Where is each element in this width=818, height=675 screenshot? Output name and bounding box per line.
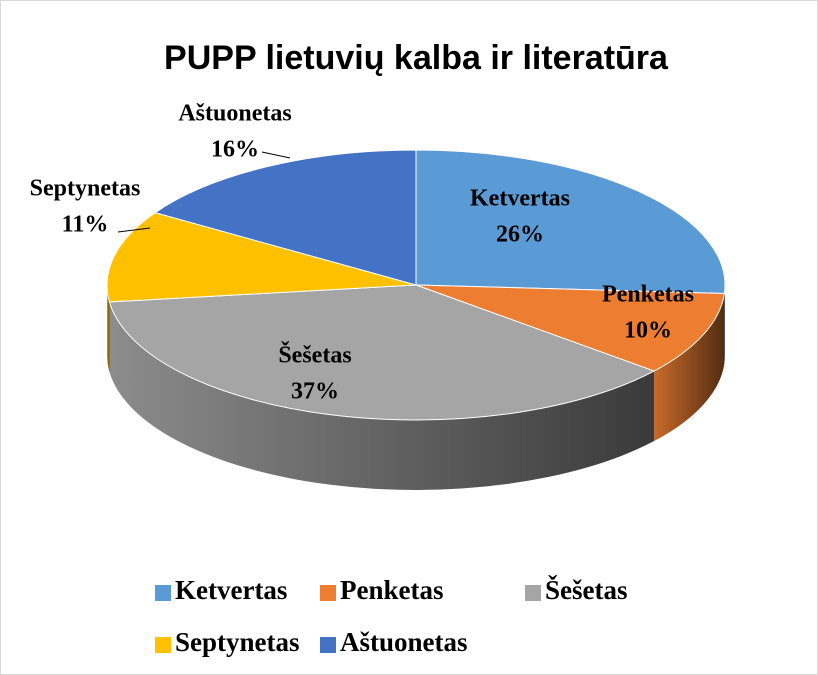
legend-label: Penketas xyxy=(340,575,444,605)
data-label-value: 16% xyxy=(211,137,259,163)
data-label-name: Septynetas xyxy=(30,176,141,202)
data-label-value: 10% xyxy=(624,318,672,344)
legend-label: Šešetas xyxy=(545,575,628,605)
legend-swatch xyxy=(320,585,336,601)
legend-swatch xyxy=(320,637,336,653)
slice-side xyxy=(109,301,655,490)
legend-label: Septynetas xyxy=(175,627,300,657)
slice xyxy=(106,212,417,303)
data-label-value: 37% xyxy=(291,379,339,405)
legend-label: Aštuonetas xyxy=(340,627,468,657)
slice xyxy=(153,149,417,286)
legend-label: Ketvertas xyxy=(175,575,287,605)
leader-line xyxy=(117,227,151,233)
slice-side xyxy=(654,293,725,442)
data-label-name: Ketvertas xyxy=(470,186,570,212)
slice-side xyxy=(724,285,725,364)
data-label-name: Penketas xyxy=(602,282,694,308)
slice xyxy=(108,284,656,421)
legend-swatch xyxy=(525,585,541,601)
data-label-name: Aštuonetas xyxy=(178,101,291,127)
legend-swatch xyxy=(155,637,171,653)
slice xyxy=(415,149,726,294)
slice xyxy=(415,284,725,372)
data-label-name: Šešetas xyxy=(278,342,351,369)
legend-swatch xyxy=(155,585,171,601)
data-label-value: 11% xyxy=(62,212,109,238)
slice-side xyxy=(107,285,110,372)
data-label-value: 26% xyxy=(496,222,544,248)
leader-line xyxy=(261,151,291,159)
chart-title: PUPP lietuvių kalba ir literatūra xyxy=(164,39,669,77)
